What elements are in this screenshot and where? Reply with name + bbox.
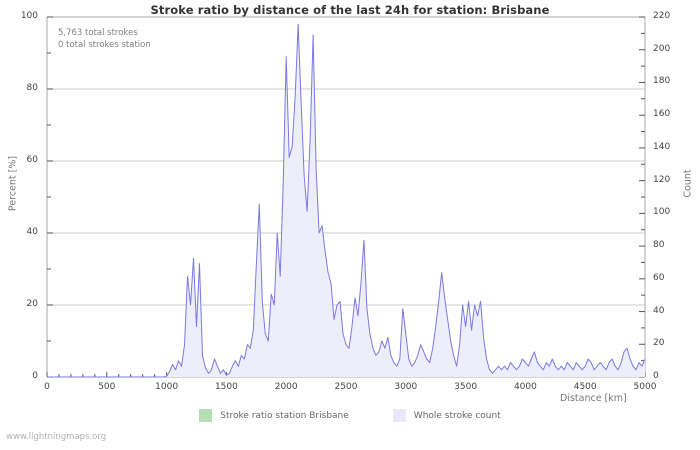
chart-legend: Stroke ratio station Brisbane Whole strok… [0, 409, 700, 422]
legend-item[interactable]: Whole stroke count [392, 409, 501, 422]
legend-item[interactable]: Stroke ratio station Brisbane [199, 409, 349, 422]
footer-watermark: www.lightningmaps.org [6, 432, 107, 442]
x-tick-label: 1000 [155, 382, 179, 392]
chart-title: Stroke ratio by distance of the last 24h… [150, 3, 550, 17]
y2-tick-label: 0 [653, 371, 659, 381]
x-tick-label: 3500 [454, 382, 478, 392]
x-tick-label: 500 [98, 382, 116, 392]
y2-tick-label: 160 [653, 109, 671, 120]
annotation-total-strokes: 5,763 total strokes [58, 28, 138, 38]
legend-swatch-icon [199, 409, 213, 422]
y2-tick-label: 180 [653, 76, 671, 87]
x-tick-label: 4000 [513, 382, 537, 392]
y-tick-label: 80 [26, 83, 38, 93]
legend-label: Whole stroke count [413, 410, 501, 421]
y2-tick-label: 100 [653, 207, 671, 218]
y-tick-label: 100 [20, 11, 38, 21]
x-tick-label: 5000 [633, 382, 657, 392]
y-tick-label: 60 [26, 155, 38, 165]
y2-tick-label: 140 [653, 141, 671, 152]
y-tick-label: 20 [26, 299, 38, 309]
x-tick-label: 0 [44, 382, 50, 392]
legend-label: Stroke ratio station Brisbane [220, 410, 349, 421]
annotation-total-strokes-station: 0 total strokes station [58, 40, 151, 50]
x-tick-label: 4500 [573, 382, 597, 392]
series-line-whole-stroke-count [47, 23, 646, 378]
x-tick-label: 2000 [274, 382, 298, 392]
y-tick-label: 40 [26, 227, 38, 237]
y2-tick-label: 80 [653, 240, 665, 251]
y2-tick-label: 20 [653, 338, 665, 349]
legend-swatch-icon [392, 409, 406, 422]
series-area-whole-stroke-count [47, 24, 645, 377]
x-tick-label: 3000 [394, 382, 418, 392]
y2-tick-label: 220 [653, 11, 671, 21]
y-axis-label-right: Count [682, 169, 694, 198]
y2-tick-label: 200 [653, 43, 671, 54]
x-tick-label: 2500 [334, 382, 358, 392]
y2-tick-label: 120 [653, 174, 671, 185]
y2-tick-label: 60 [653, 272, 665, 283]
x-tick-label: 1500 [214, 382, 238, 392]
y2-tick-label: 40 [653, 305, 665, 316]
y-tick-label: 0 [32, 371, 38, 381]
x-axis-label: Distance [km] [560, 393, 627, 404]
